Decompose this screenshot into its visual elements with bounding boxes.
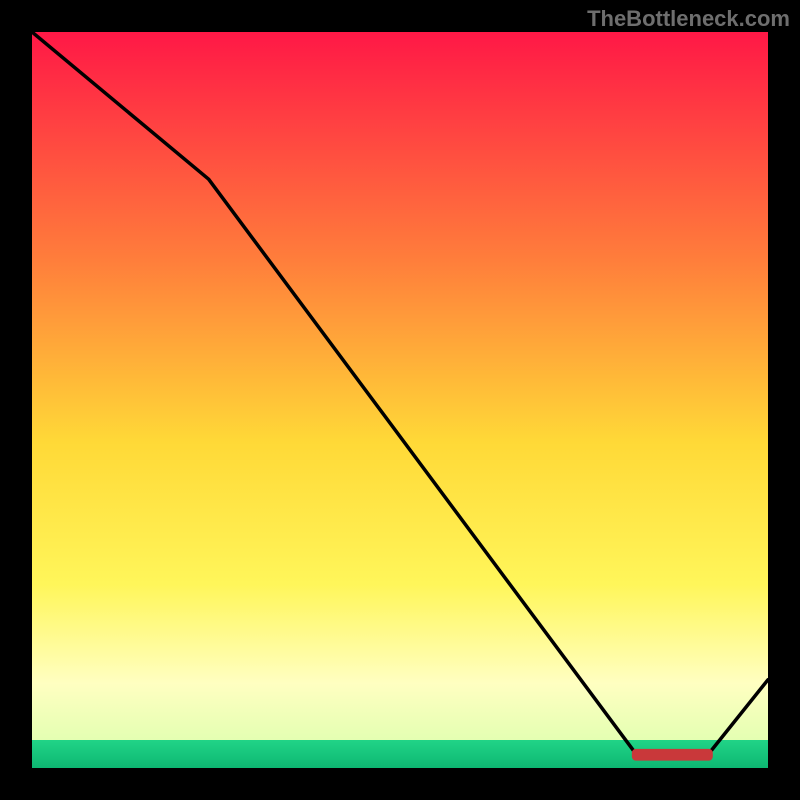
data-line bbox=[32, 32, 768, 757]
bottom-marker bbox=[632, 749, 713, 761]
watermark-text: TheBottleneck.com bbox=[587, 6, 790, 32]
line-chart-svg bbox=[32, 32, 768, 768]
plot-area bbox=[32, 32, 768, 768]
chart-container: TheBottleneck.com bbox=[0, 0, 800, 800]
